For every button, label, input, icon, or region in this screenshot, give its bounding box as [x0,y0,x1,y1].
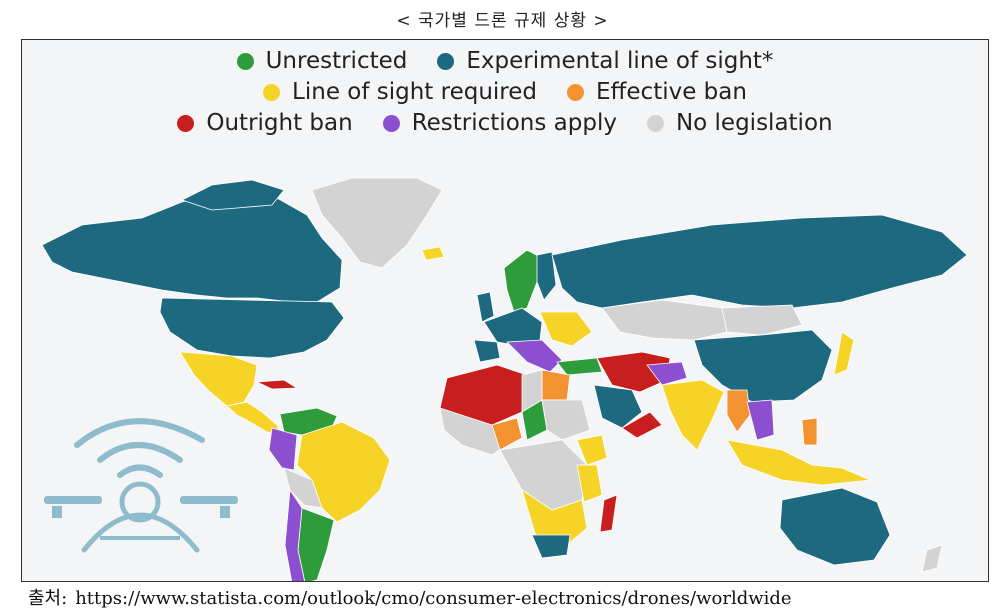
region-spain [473,339,501,363]
page-title: < 국가별 드론 규제 상황 > [396,11,609,31]
legend-swatch [567,84,585,101]
country-regions [41,177,968,581]
legend-row: Unrestricted Experimental line of sight* [22,46,988,77]
region-myanmar [726,389,751,433]
signal-wave-outer [74,418,205,448]
region-central-asia [601,299,728,341]
drone-body [119,481,161,523]
legend-item-line-of-sight: Line of sight required [263,77,537,108]
region-kenya-tanzania [576,464,603,503]
region-usa [159,297,345,359]
region-philippines [801,417,818,446]
region-australia [779,487,891,566]
legend-label: Restrictions apply [411,110,617,136]
drone-foot-right [220,506,230,518]
legend-item-unrestricted: Unrestricted [236,46,408,77]
legend-label: No legislation [675,110,833,136]
region-greenland [311,177,443,269]
region-sudan [541,399,591,441]
legend-swatch [382,115,400,132]
legend-label: Unrestricted [265,48,408,74]
legend-item-effective-ban: Effective ban [567,77,747,108]
signal-wave-middle [97,442,183,463]
legend-swatch [177,115,195,132]
region-argentina [297,507,335,581]
legend-item-outright-ban: Outright ban [177,108,353,139]
region-uk [476,291,495,323]
region-peru-bolivia [283,467,323,509]
region-arctic-islands [180,179,285,211]
region-indonesia [726,439,872,486]
map-frame: Unrestricted Experimental line of sight* L… [21,39,989,582]
region-russia [551,214,968,309]
legend-row: Outright ban Restrictions apply No legisla… [22,108,988,139]
legend-item-no-legislation: No legislation [646,108,833,139]
region-japan [833,331,855,376]
region-yemen-oman [621,411,663,439]
region-se-asia [746,399,775,441]
region-iceland [421,246,445,261]
legend: Unrestricted Experimental line of sight* L… [22,46,988,139]
region-central-africa [499,439,588,511]
signal-wave-inner [117,464,163,478]
legend-swatch [646,115,664,132]
world-map [41,177,968,581]
source-label: 출처: [28,588,68,609]
drone-arm-right [180,496,238,504]
legend-item-experimental: Experimental line of sight* [437,46,773,77]
region-italy-balkans [506,339,563,373]
legend-swatch [437,53,455,70]
region-cuba [255,379,299,390]
drone-icon [44,418,238,553]
region-india [661,379,725,451]
region-east-europe [539,311,593,347]
legend-label: Effective ban [596,79,747,105]
region-scandinavia [503,249,543,313]
region-egypt [541,369,571,401]
region-south-africa [531,534,571,559]
region-north-america-north [41,189,343,303]
legend-swatch [263,84,281,101]
legend-swatch [236,53,254,70]
region-south-america-northwest [268,427,298,471]
drone-foot-left [52,506,62,518]
source-line: 출처: https://www.statista.com/outlook/cmo/… [28,584,792,610]
source-url[interactable]: https://www.statista.com/outlook/cmo/con… [75,588,792,609]
region-ethiopia [576,434,608,466]
region-afghanistan [646,361,688,386]
region-madagascar [599,494,618,533]
region-brazil [296,421,391,523]
region-finland [536,251,557,301]
region-arabia [593,384,643,429]
region-mexico [179,351,258,407]
drone-landing-arc [81,512,200,553]
legend-item-restrictions: Restrictions apply [382,108,617,139]
region-chile [284,488,305,581]
legend-label: Line of sight required [292,79,538,105]
region-niger [491,417,523,451]
region-new-zealand [921,544,943,573]
legend-row: Line of sight required Effective ban [22,77,988,108]
drone-arm-left [44,496,102,504]
legend-label: Outright ban [206,110,353,136]
legend-label: Experimental line of sight* [466,48,774,74]
region-turkey [556,357,603,376]
region-mongolia [721,304,803,336]
region-china [693,329,833,403]
